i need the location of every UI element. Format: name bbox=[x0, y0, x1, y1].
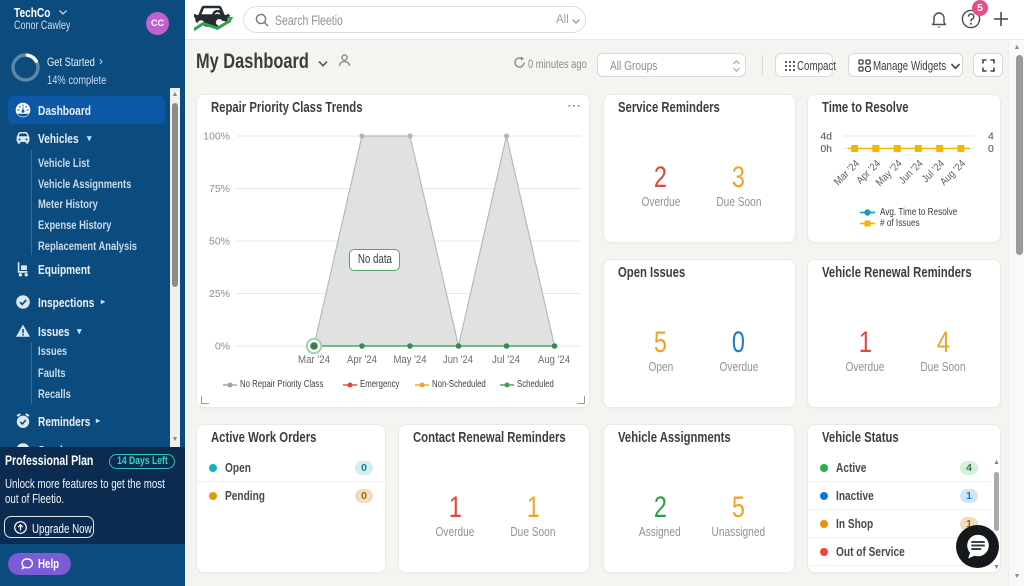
svg-text:0: 0 bbox=[988, 143, 994, 155]
svg-text:4d: 4d bbox=[820, 131, 832, 143]
svg-text:75%: 75% bbox=[209, 183, 230, 195]
svg-text:May '24: May '24 bbox=[394, 354, 427, 366]
svg-text:Jun '24: Jun '24 bbox=[897, 158, 926, 187]
svg-text:0%: 0% bbox=[215, 341, 230, 353]
svg-text:25%: 25% bbox=[209, 288, 230, 300]
svg-text:50%: 50% bbox=[209, 236, 230, 248]
svg-text:Jun '24: Jun '24 bbox=[443, 354, 473, 366]
svg-text:Mar '24: Mar '24 bbox=[832, 158, 863, 189]
svg-text:Jul '24: Jul '24 bbox=[492, 354, 520, 366]
svg-text:0h: 0h bbox=[820, 143, 832, 155]
svg-text:100%: 100% bbox=[203, 131, 230, 143]
svg-text:Apr '24: Apr '24 bbox=[347, 354, 377, 366]
svg-text:Aug '24: Aug '24 bbox=[538, 354, 570, 366]
svg-text:4: 4 bbox=[988, 131, 994, 143]
svg-text:Mar '24: Mar '24 bbox=[298, 354, 330, 366]
